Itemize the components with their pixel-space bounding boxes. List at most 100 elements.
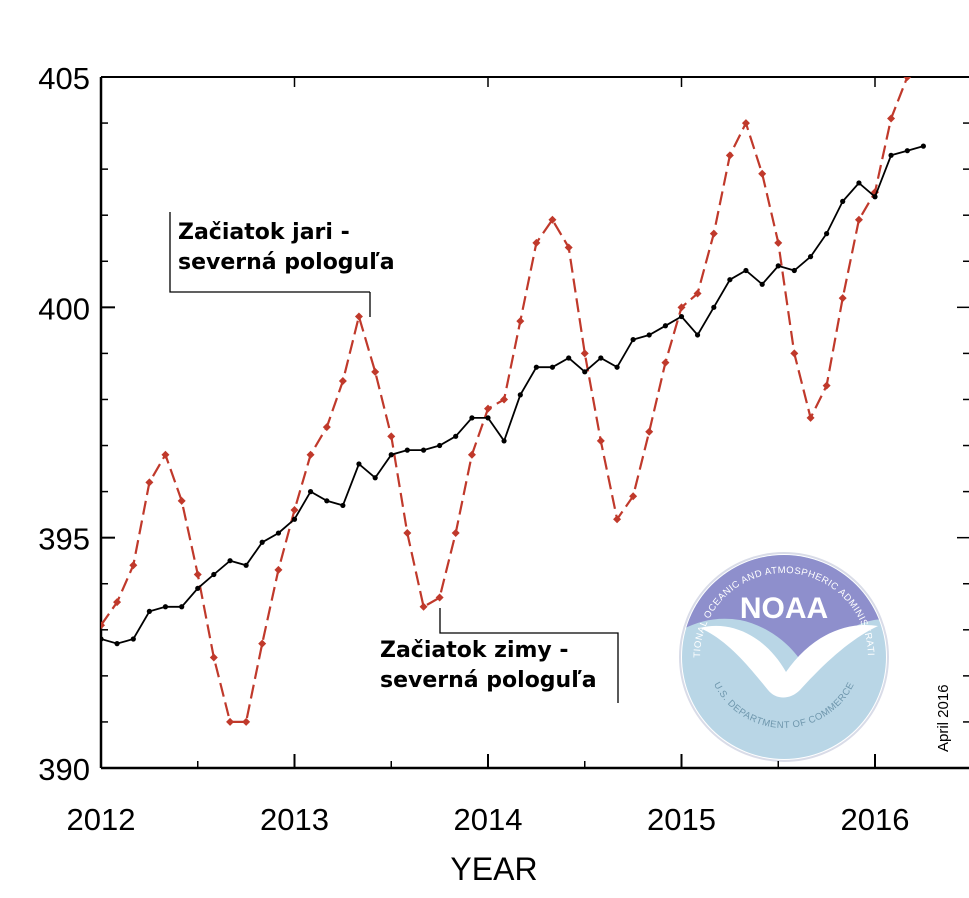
y-tick-label: 390 [38,752,90,787]
seasonal-point [613,515,622,524]
trend-point [469,415,475,421]
y-tick-label: 400 [38,291,90,326]
seasonal-point [919,45,927,53]
seasonal-point [484,404,492,413]
trend-point [711,304,717,310]
trend-point [162,604,169,610]
seasonal-point [629,492,638,501]
trend-point [904,148,910,154]
seasonal-point [903,77,912,81]
seasonal-point [226,717,235,726]
seasonal-point [113,598,122,607]
seasonal-point [209,653,218,662]
svg-text:NATIONAL OCEANIC AND ATMOSPHER: NATIONAL OCEANIC AND ATMOSPHERIC ADMINIS… [0,0,876,658]
noaa-ring-text-top: NATIONAL OCEANIC AND ATMOSPHERIC ADMINIS… [0,0,876,658]
winter-leader-line [439,608,619,703]
trend-point [372,475,378,481]
trend-point [388,452,394,458]
trend-point [646,332,652,338]
tick-labels: 390 395 400 405 2012 2013 2014 2015 2016 [38,61,909,837]
trend-point [453,433,459,439]
seasonal-point [258,639,267,648]
seasonal-point [354,312,363,321]
trend-point [824,231,830,237]
seasonal-point [838,294,847,303]
seasonal-point [177,496,186,505]
spring-leader-line [169,212,370,293]
seasonal-point [467,450,476,459]
trend-point [582,369,588,375]
trend-point [324,498,330,504]
trend-point [356,461,362,467]
seasonal-point [774,238,783,247]
x-tick-label: 2015 [647,802,716,837]
trend-point [566,355,572,361]
seasonal-point [709,229,718,238]
x-tick-label: 2014 [454,802,523,837]
trend-point [275,530,282,536]
x-axis-title: YEAR [450,851,537,887]
seasonal-point [596,436,605,445]
trend-point [888,152,894,158]
seasonal-point [500,395,509,404]
seasonal-point [645,427,654,436]
seasonal-point [145,478,154,487]
trend-point [420,447,427,453]
winter-annotation-line1: Začiatok zimy - [380,638,569,663]
series-layer [101,45,927,726]
seasonal-point [193,570,202,579]
plot-frame [99,76,969,770]
trend-point [291,516,298,522]
trend-point [517,392,523,398]
seasonal-point [887,114,896,123]
trend-point [662,323,669,329]
seasonal-point [322,423,331,432]
seasonal-point [306,450,315,459]
trend-point [630,336,636,343]
seasonal-point [403,529,412,538]
trend-point [549,364,556,370]
seasonal-point [101,621,105,630]
trend-point [501,438,507,444]
trend-point [243,562,249,568]
seasonal-point [242,717,251,726]
trend-point [791,267,797,274]
seasonal-point [822,381,831,390]
trend-point [678,313,685,320]
spring-annotation: Začiatok jari - severná pologuľa [178,218,395,278]
noaa-wordmark: NOAA [740,592,828,625]
trend-point [101,636,104,642]
trend-point [485,415,491,421]
seasonal-point [419,602,428,611]
trend-point [759,281,765,287]
seasonal-point [371,367,380,376]
seasonal-point [725,151,734,160]
y-tick-label: 405 [38,61,90,96]
trend-point [340,502,346,509]
spring-annotation-line2: severná pologuľa [178,250,395,275]
trend-point [227,558,233,564]
seasonal-line [101,77,909,724]
seasonal-point [693,289,702,298]
trend-point [179,604,185,610]
trend-point [259,539,265,545]
seasonal-point [854,215,863,224]
x-tick-label: 2016 [841,802,910,837]
trend-point [130,636,136,642]
seasonal-point [580,349,589,358]
seasonal-point [790,349,799,358]
y-tick-label: 395 [38,522,90,557]
seasonal-point [806,413,815,422]
seasonal-point [758,169,767,178]
winter-annotation: Začiatok zimy - severná pologuľa [380,636,597,696]
trend-point [195,585,201,591]
seasonal-point [451,529,460,538]
seasonal-point [677,303,686,312]
seasonal-point [129,561,138,570]
spring-annotation-line1: Začiatok jari - [178,220,350,245]
trend-point [872,194,878,200]
seasonal-point [161,450,170,459]
seasonal-point [741,119,750,128]
trend-point [211,571,217,578]
